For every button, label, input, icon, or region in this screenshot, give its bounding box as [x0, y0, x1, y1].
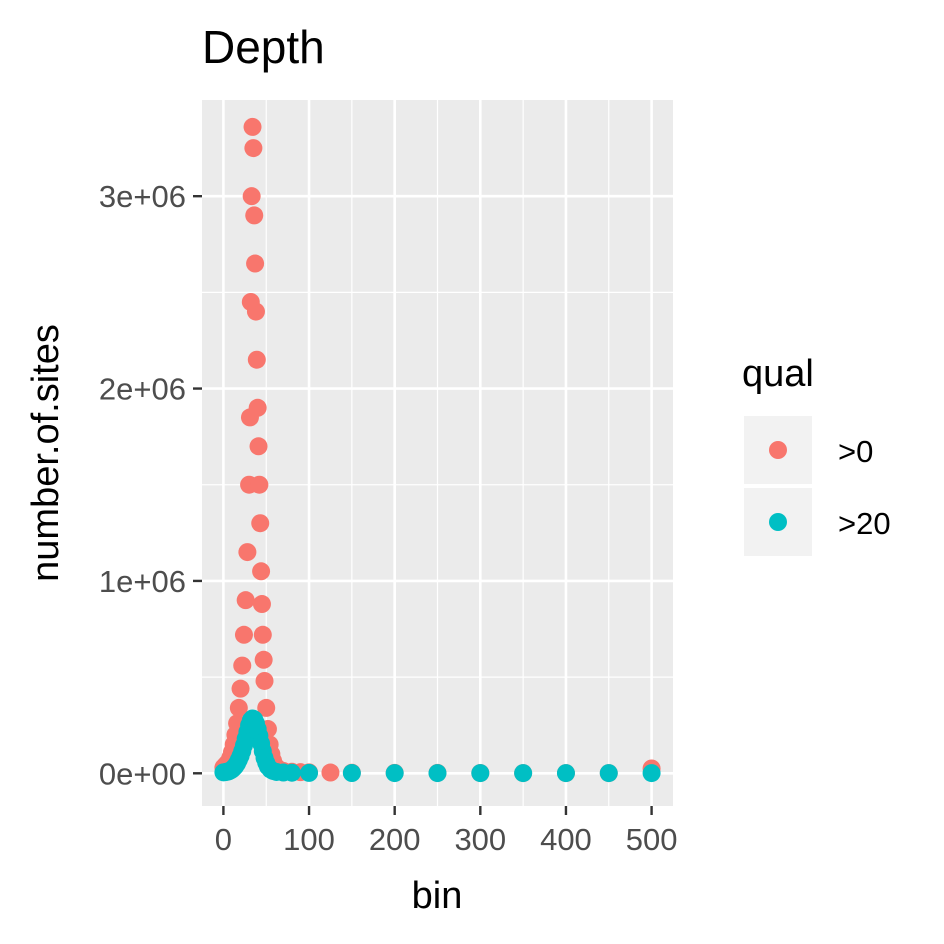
series-0-point — [248, 398, 267, 417]
x-tick-label: 0 — [215, 822, 232, 857]
series-1-point — [471, 764, 490, 783]
series-0-point — [254, 650, 273, 669]
legend: qual >0 >20 — [742, 353, 891, 556]
x-tick-label: 200 — [369, 822, 421, 857]
y-axis: 0e+00 1e+06 2e+06 3e+06 — [99, 179, 202, 791]
points-layer — [214, 117, 661, 783]
series-1-point — [642, 764, 661, 783]
series-0-point — [231, 679, 250, 698]
series-0-point — [238, 543, 257, 562]
series-1-point — [428, 764, 447, 783]
legend-key-swatch — [769, 513, 787, 531]
series-1-point — [514, 764, 533, 783]
chart-title: Depth — [202, 21, 325, 73]
series-1-point — [282, 763, 301, 782]
series-0-point — [242, 187, 261, 206]
x-tick-label: 300 — [454, 822, 506, 857]
series-1-point — [300, 763, 319, 782]
x-tick-label: 100 — [283, 822, 335, 857]
x-tick-label: 400 — [540, 822, 592, 857]
x-axis-title: bin — [412, 875, 463, 917]
legend-label: >20 — [838, 506, 891, 541]
x-axis: 0 100 200 300 400 500 — [215, 806, 678, 857]
series-0-point — [233, 656, 252, 675]
series-1-point — [599, 764, 618, 783]
series-0-point — [243, 117, 262, 136]
legend-key-swatch — [769, 441, 787, 459]
x-tick-label: 500 — [626, 822, 678, 857]
series-1-point — [556, 764, 575, 783]
series-1-point — [385, 764, 404, 783]
y-tick-label: 2e+06 — [99, 372, 186, 407]
series-0-point — [321, 763, 340, 782]
legend-label: >0 — [838, 434, 873, 469]
series-0-point — [246, 302, 265, 321]
series-0-point — [236, 591, 255, 610]
series-0-point — [255, 671, 274, 690]
series-0-point — [234, 625, 253, 644]
series-0-point — [244, 139, 263, 158]
series-0-point — [247, 350, 266, 369]
series-0-point — [252, 562, 271, 581]
series-0-point — [245, 206, 264, 225]
series-0-point — [252, 595, 271, 614]
legend-title: qual — [742, 353, 814, 395]
series-0-point — [251, 514, 270, 533]
series-1-point — [342, 764, 361, 783]
series-0-point — [257, 698, 276, 717]
legend-items: >0 >20 — [744, 416, 891, 556]
series-0-point — [249, 437, 268, 456]
y-tick-label: 1e+06 — [99, 564, 186, 599]
y-tick-label: 0e+00 — [99, 756, 186, 791]
series-0-point — [253, 625, 272, 644]
y-tick-label: 3e+06 — [99, 179, 186, 214]
series-0-point — [229, 698, 248, 717]
y-axis-title: number.of.sites — [25, 324, 67, 582]
grid-minor — [202, 100, 673, 806]
series-0-point — [246, 254, 265, 273]
series-0-point — [250, 475, 269, 494]
